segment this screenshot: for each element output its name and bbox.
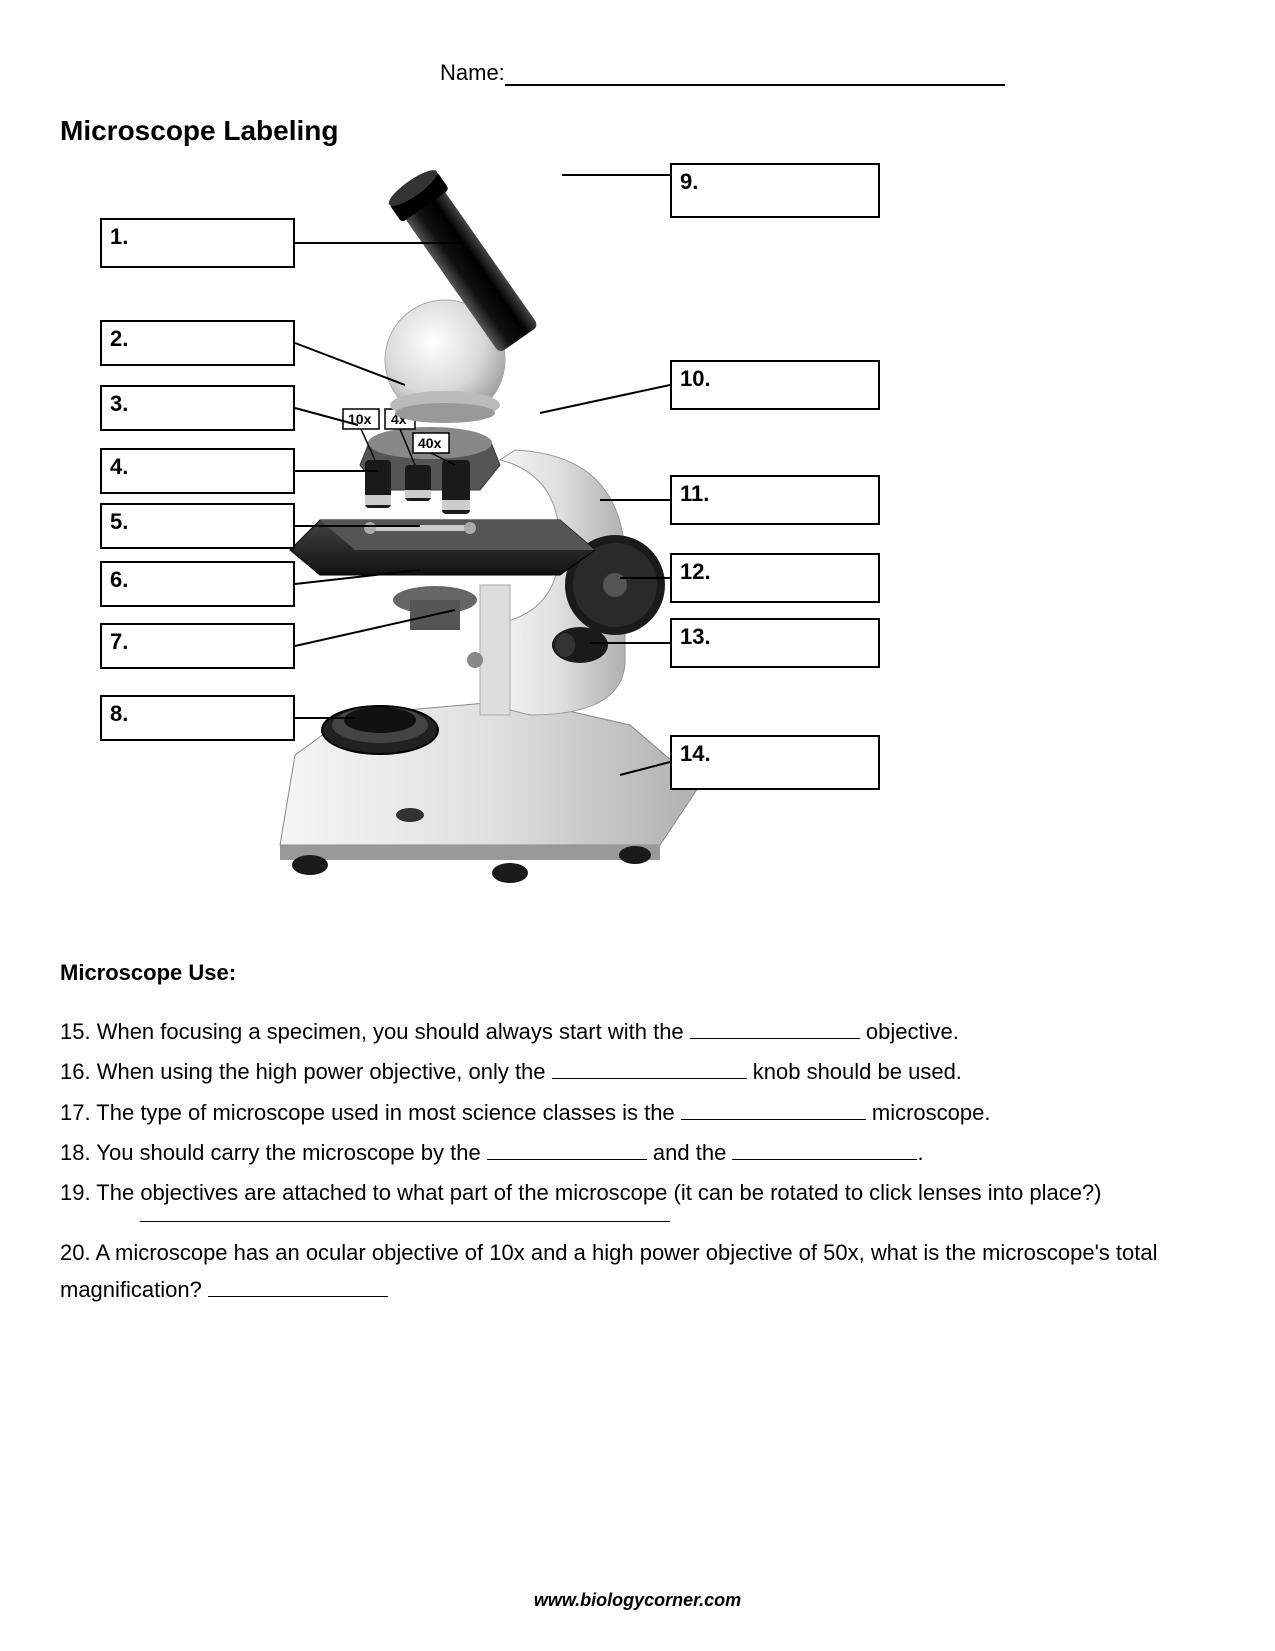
label-number: 1. xyxy=(110,224,128,250)
use-title: Microscope Use: xyxy=(60,960,1215,986)
question-16: 16. When using the high power objective,… xyxy=(60,1054,1215,1090)
label-box-13[interactable]: 13. xyxy=(670,618,880,668)
q15-blank[interactable] xyxy=(690,1015,860,1039)
q18-text-c: . xyxy=(917,1140,923,1165)
label-number: 3. xyxy=(110,391,128,417)
page-title: Microscope Labeling xyxy=(60,115,339,147)
q17-text-a: 17. The type of microscope used in most … xyxy=(60,1100,681,1125)
label-box-14[interactable]: 14. xyxy=(670,735,880,790)
q18-blank-a[interactable] xyxy=(487,1136,647,1160)
q18-text-a: 18. You should carry the microscope by t… xyxy=(60,1140,487,1165)
label-box-11[interactable]: 11. xyxy=(670,475,880,525)
name-field: Name: xyxy=(440,60,1005,86)
question-15: 15. When focusing a specimen, you should… xyxy=(60,1014,1215,1050)
label-number: 6. xyxy=(110,567,128,593)
question-20: 20. A microscope has an ocular objective… xyxy=(60,1235,1215,1308)
label-number: 2. xyxy=(110,326,128,352)
q16-blank[interactable] xyxy=(552,1055,747,1079)
question-17: 17. The type of microscope used in most … xyxy=(60,1095,1215,1131)
q18-blank-b[interactable] xyxy=(732,1136,917,1160)
label-number: 8. xyxy=(110,701,128,727)
label-number: 13. xyxy=(680,624,711,650)
footer-url: www.biologycorner.com xyxy=(0,1590,1275,1611)
objective-label-10x: 10x xyxy=(348,411,372,427)
q15-text-b: objective. xyxy=(860,1019,959,1044)
label-box-12[interactable]: 12. xyxy=(670,553,880,603)
label-number: 5. xyxy=(110,509,128,535)
leader-line-10 xyxy=(540,385,670,413)
q18-text-b: and the xyxy=(647,1140,733,1165)
label-box-5[interactable]: 5. xyxy=(100,503,295,549)
q19-text: 19. The objectives are attached to what … xyxy=(60,1180,1102,1205)
label-box-7[interactable]: 7. xyxy=(100,623,295,669)
label-number: 4. xyxy=(110,454,128,480)
label-box-3[interactable]: 3. xyxy=(100,385,295,431)
label-box-4[interactable]: 4. xyxy=(100,448,295,494)
q20-blank[interactable] xyxy=(208,1273,388,1297)
label-number: 7. xyxy=(110,629,128,655)
label-box-8[interactable]: 8. xyxy=(100,695,295,741)
label-number: 10. xyxy=(680,366,711,392)
label-number: 9. xyxy=(680,169,698,195)
name-label: Name: xyxy=(440,60,505,85)
label-box-9[interactable]: 9. xyxy=(670,163,880,218)
objective-label-40x: 40x xyxy=(418,435,442,451)
q15-text-a: 15. When focusing a specimen, you should… xyxy=(60,1019,690,1044)
microscope-use-section: Microscope Use: 15. When focusing a spec… xyxy=(60,960,1215,1312)
label-number: 11. xyxy=(680,481,709,507)
q16-text-b: knob should be used. xyxy=(747,1059,962,1084)
label-number: 12. xyxy=(680,559,711,585)
label-number: 14. xyxy=(680,741,711,767)
q16-text-a: 16. When using the high power objective,… xyxy=(60,1059,552,1084)
q17-blank[interactable] xyxy=(681,1095,866,1119)
question-18: 18. You should carry the microscope by t… xyxy=(60,1135,1215,1171)
label-box-6[interactable]: 6. xyxy=(100,561,295,607)
microscope-diagram: 10x 4x 40x 1.2.3.4.5.6.7.8.9.10.11.12.13… xyxy=(60,155,1215,935)
name-underline[interactable] xyxy=(505,84,1005,86)
label-box-10[interactable]: 10. xyxy=(670,360,880,410)
label-box-1[interactable]: 1. xyxy=(100,218,295,268)
label-box-2[interactable]: 2. xyxy=(100,320,295,366)
question-19: 19. The objectives are attached to what … xyxy=(60,1175,1215,1211)
q17-text-b: microscope. xyxy=(866,1100,991,1125)
q19-answer-line[interactable] xyxy=(140,1221,670,1222)
